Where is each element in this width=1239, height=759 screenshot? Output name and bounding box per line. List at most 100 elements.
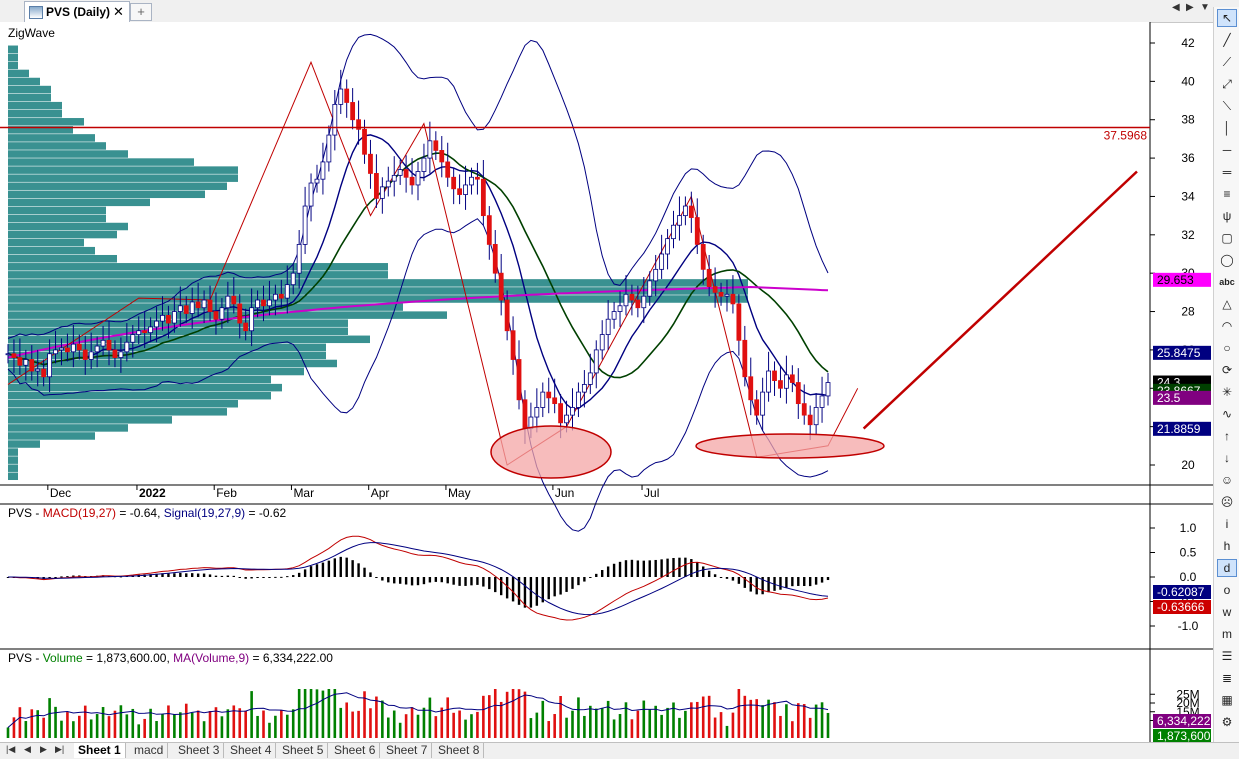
sheet-tab[interactable]: Sheet 4 (226, 743, 277, 758)
sheet-tab[interactable]: Sheet 7 (382, 743, 433, 758)
sheet-tab[interactable]: Sheet 6 (330, 743, 381, 758)
month-tick-label: May (448, 486, 471, 500)
price-candle (278, 293, 284, 299)
price-candle (504, 299, 510, 332)
price-axis[interactable]: 202224262830323436384042 (1150, 36, 1195, 472)
d-icon[interactable]: d (1217, 559, 1237, 577)
volume-tick-label: 25M (1176, 687, 1199, 701)
date-axis[interactable]: Dec 2022 Feb Mar Apr May Jun Jul (47, 485, 660, 500)
price-candle (469, 176, 474, 186)
add-tab-button[interactable]: + (130, 3, 152, 21)
arrow-up-icon[interactable]: ↑ (1224, 429, 1230, 443)
triangle-icon[interactable]: △ (1222, 297, 1232, 311)
h-icon[interactable]: h (1223, 539, 1231, 553)
cycles-icon[interactable]: ⟳ (1221, 363, 1233, 377)
sheet-tab[interactable]: macd (130, 743, 169, 758)
ellipse-drawing-right[interactable] (695, 433, 885, 459)
volume-panel[interactable]: PVS - Volume = 1,873,600.00, MA(Volume,9… (6, 651, 1211, 742)
next-sheet-icon[interactable]: ▶ (40, 744, 47, 754)
price-candle (784, 374, 789, 389)
line-icon[interactable]: ╱ (1223, 33, 1231, 47)
arc-icon[interactable]: ◠ (1221, 319, 1233, 333)
ray-icon[interactable]: ⟋ (1222, 55, 1232, 69)
close-tab-icon[interactable]: ✕ (113, 4, 124, 19)
price-candle (451, 176, 457, 190)
price-candle (623, 293, 629, 307)
macd-value-badges: -0.62087-0.63666 (1153, 585, 1211, 614)
price-candle (344, 88, 350, 103)
first-sheet-icon[interactable]: |◀ (6, 744, 16, 754)
macd-axis[interactable]: 1.00.50.0-0.5-1.0 (1150, 521, 1199, 633)
vertical-line-icon[interactable]: │ (1223, 121, 1231, 135)
chart-tab-pvs-daily[interactable]: PVS (Daily) ✕ (24, 1, 130, 22)
price-candle (813, 407, 819, 426)
tab-menu-icon[interactable]: ▼ (1200, 2, 1210, 13)
list-icon[interactable]: ≣ (1221, 671, 1233, 685)
m-icon[interactable]: m (1222, 627, 1232, 641)
price-badge (1153, 345, 1211, 360)
price-candle (219, 307, 225, 320)
gann-icon[interactable]: ✳ (1221, 385, 1233, 399)
volume-badge (1153, 729, 1211, 742)
segment-icon[interactable]: ⟍ (1222, 99, 1232, 113)
price-candle (653, 268, 659, 282)
month-tick-label: Jun (555, 486, 574, 500)
rectangle-icon[interactable]: ▢ (1221, 231, 1233, 245)
price-tick-label: 32 (1181, 228, 1195, 242)
frown-icon[interactable]: ☹ (1220, 495, 1234, 509)
i-icon[interactable]: i (1225, 517, 1229, 531)
price-tick-label: 34 (1181, 189, 1195, 203)
price-candle (47, 353, 52, 378)
price-candle (189, 301, 195, 314)
ellipse-icon[interactable]: ◯ (1220, 253, 1234, 267)
sheet-tab[interactable]: Sheet 3 (174, 743, 225, 758)
price-candle (825, 382, 831, 397)
macd-tick-label: 1.0 (1180, 521, 1197, 535)
extended-line-icon[interactable]: ⤢ (1222, 77, 1232, 91)
arrow-down-icon[interactable]: ↓ (1224, 451, 1230, 465)
price-candle (694, 217, 700, 245)
sheet-tab[interactable]: Sheet 8 (434, 743, 485, 758)
price-candle (374, 173, 379, 199)
ellipse-drawing-left[interactable] (490, 425, 612, 479)
volume-tick-label: 20M (1176, 696, 1199, 710)
bars-icon[interactable]: ▦ (1221, 693, 1233, 707)
pitchfork-icon[interactable]: ψ (1222, 209, 1232, 223)
pointer-icon[interactable]: ↖ (1217, 9, 1237, 27)
price-panel[interactable]: 37.5968 ZigWave 202224262830323436384042… (0, 22, 1213, 742)
price-candle (249, 307, 255, 332)
text-icon[interactable]: abc (1219, 277, 1235, 287)
price-candle (100, 339, 106, 347)
volume-badge-text: 1,873,600 (1157, 729, 1211, 742)
zigwave-label: ZigWave (8, 26, 55, 40)
macd-panel[interactable]: PVS - MACD(19,27) = -0.64, Signal(19,27,… (0, 503, 1213, 650)
prev-sheet-icon[interactable]: ◀ (24, 744, 31, 754)
scroll-left-icon[interactable]: ◀ (1172, 2, 1180, 13)
price-candle (611, 311, 617, 320)
projection-trend-line[interactable] (862, 170, 1138, 430)
price-candle (154, 320, 159, 328)
smiley-icon[interactable]: ☺ (1220, 473, 1234, 487)
chart-area[interactable]: 37.5968 ZigWave 202224262830323436384042… (0, 22, 1213, 742)
price-candle (403, 169, 409, 178)
price-candle (712, 286, 718, 293)
price-candle (136, 330, 142, 335)
volume-ma-value: = 6,334,222.00 (249, 651, 333, 665)
last-sheet-icon[interactable]: ▶| (55, 744, 65, 754)
w-icon[interactable]: w (1222, 605, 1232, 619)
sheet-tab[interactable]: Sheet 5 (278, 743, 329, 758)
scroll-right-icon[interactable]: ▶ (1186, 2, 1194, 13)
sheet-tab[interactable]: Sheet 1 (74, 743, 126, 758)
parallel-lines-icon[interactable]: ═ (1222, 165, 1232, 179)
price-candle (540, 391, 546, 408)
price-candle (552, 397, 558, 405)
wave-icon[interactable]: ∿ (1221, 407, 1233, 421)
price-candle (11, 353, 17, 358)
circle-icon[interactable]: ○ (1223, 341, 1231, 355)
lines-icon[interactable]: ☰ (1221, 649, 1233, 663)
fibonacci-icon[interactable]: ≡ (1223, 187, 1231, 201)
o-icon[interactable]: o (1223, 583, 1231, 597)
settings-icon[interactable]: ⚙ (1221, 715, 1233, 729)
price-candle (5, 353, 11, 356)
horizontal-line-icon[interactable]: ─ (1222, 143, 1232, 157)
